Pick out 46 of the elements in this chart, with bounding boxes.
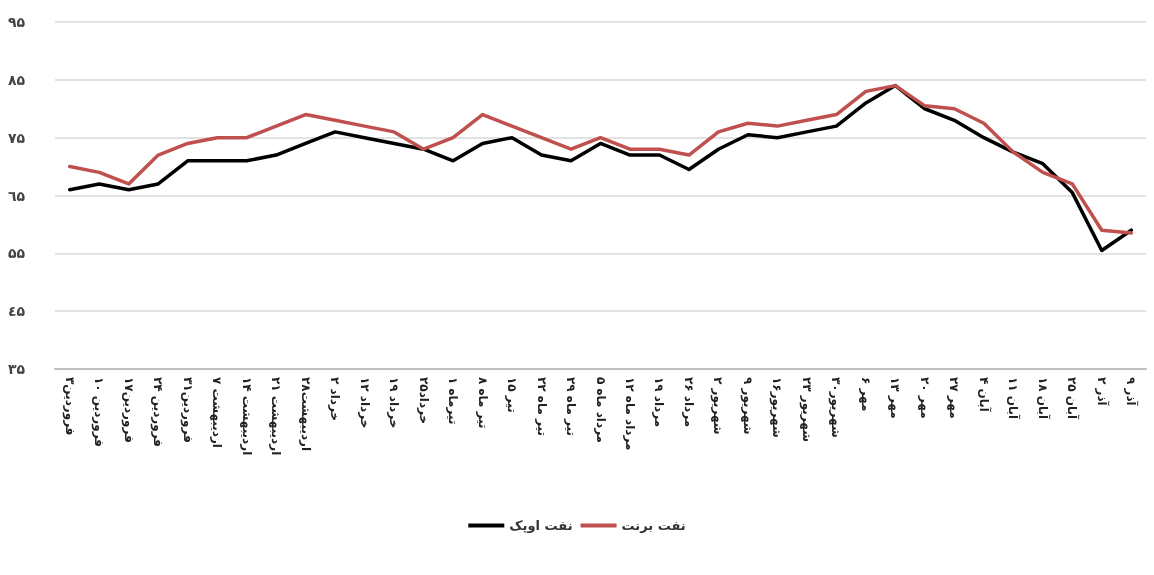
x-tick-label: ۱ تیرماه bbox=[446, 377, 461, 425]
x-tick-label: ۶ مهر bbox=[858, 377, 873, 412]
x-tick-label: ۵ مرداد ماه bbox=[593, 377, 608, 444]
x-tick-label: ۱۸ آبان bbox=[1035, 377, 1051, 421]
x-tick-label: ۲۴ فروردین bbox=[150, 377, 166, 447]
x-tick-label: ۲۲ تیر ماه bbox=[534, 377, 549, 436]
x-tick-label: ۲۵ آبان bbox=[1065, 377, 1081, 421]
y-tick-label: ۷۵ bbox=[7, 129, 26, 146]
x-tick-label: ۹ آذر bbox=[1124, 377, 1140, 407]
x-tick-label: ۲۳ شهریور bbox=[798, 377, 814, 442]
x-tick-label: ۱۱ آبان bbox=[1006, 377, 1022, 421]
x-tick-label: ۷ اردیبهشت bbox=[210, 377, 225, 448]
y-tick-label: ٦۵ bbox=[7, 187, 26, 204]
x-tick-label: ۱۴ اردیبهشت bbox=[239, 377, 254, 456]
x-tick-label: ۱۶شهریور bbox=[769, 377, 785, 438]
x-tick-label: ۱۳ مهر bbox=[888, 377, 903, 419]
x-tick-label: ۱۲ مرداد ماه bbox=[622, 377, 637, 451]
x-tick-label: ۲۸اردیبهشت bbox=[298, 377, 313, 452]
legend-label: نفت اوپک bbox=[509, 518, 573, 533]
x-tick-label: ۴ آبان bbox=[976, 377, 992, 413]
x-tick-label: ۱۹ مرداد bbox=[652, 377, 667, 428]
x-tick-label: ۳۱فروردین bbox=[179, 377, 195, 443]
y-tick-label: ۳۵ bbox=[7, 361, 26, 377]
x-tick-label: ۱۵ تیر bbox=[505, 377, 520, 413]
x-tick-label: ۲۹ تیر ماه bbox=[564, 377, 579, 436]
x-tick-label: ۲۶ مرداد bbox=[681, 377, 696, 428]
y-tick-label: ۸۵ bbox=[7, 71, 26, 88]
y-tick-label: ٤۵ bbox=[7, 303, 26, 320]
x-tick-label: ۱۲ خرداد bbox=[357, 377, 372, 429]
x-tick-label: ۱۰ فروردین bbox=[91, 377, 107, 447]
x-tick-label: ۲ آذر bbox=[1094, 377, 1110, 407]
x-tick-label: ۲۰ مهر bbox=[917, 377, 932, 419]
x-tick-label: ۱۷فروردین bbox=[120, 377, 136, 443]
x-tick-label: ۲ خرداد bbox=[328, 377, 343, 422]
x-tick-label: ۳فروردین bbox=[61, 377, 77, 436]
x-tick-label: ۳۰شهریور bbox=[828, 377, 844, 438]
x-tick-label: ۲ شهریور bbox=[710, 377, 726, 435]
x-tick-label: ۲۷ مهر bbox=[947, 377, 962, 419]
x-tick-label: ۱۹ خرداد bbox=[387, 377, 402, 429]
x-tick-label: ۲۵خرداد bbox=[416, 377, 431, 425]
legend-label: نفت برنت bbox=[621, 518, 686, 533]
x-tick-label: ۸ تیر ماه bbox=[475, 377, 490, 429]
x-tick-label: ۹ شهریور bbox=[739, 377, 755, 435]
x-tick-label: ۲۱ اردیبهشت bbox=[269, 377, 284, 456]
y-tick-label: ۹۵ bbox=[7, 14, 26, 30]
y-tick-label: ۵۵ bbox=[7, 245, 26, 262]
